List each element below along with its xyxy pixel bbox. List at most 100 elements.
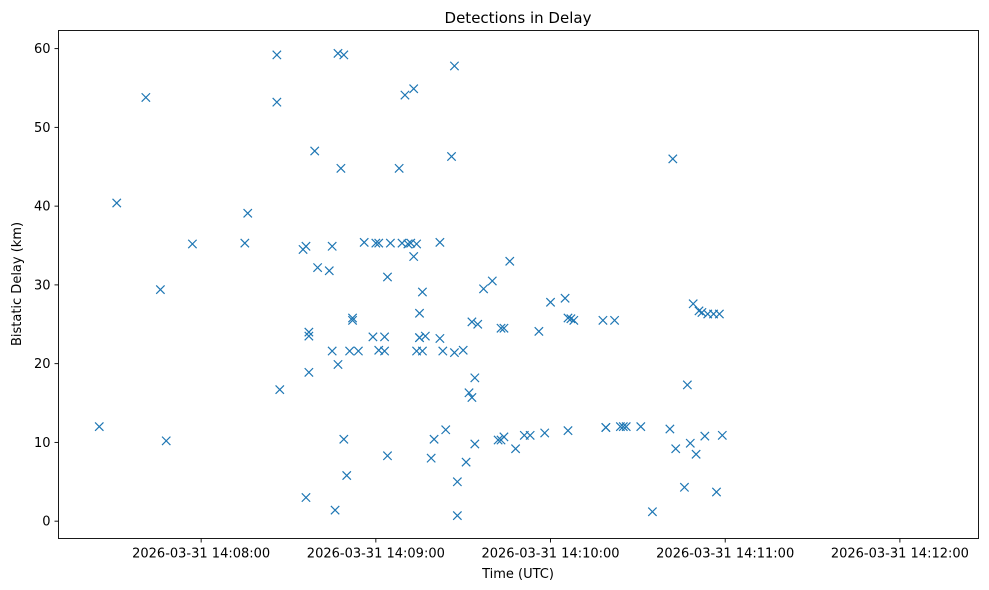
data-point bbox=[694, 306, 704, 316]
data-point bbox=[700, 431, 710, 441]
x-tick-label: 2026-03-31 14:10:00 bbox=[481, 547, 619, 562]
data-point bbox=[464, 388, 474, 398]
data-point bbox=[671, 444, 681, 454]
data-point bbox=[374, 238, 384, 248]
x-tick-label: 2026-03-31 14:11:00 bbox=[656, 547, 794, 562]
y-tick-label: 10 bbox=[34, 436, 51, 451]
data-point bbox=[382, 272, 393, 282]
data-points bbox=[94, 48, 727, 521]
data-point bbox=[345, 346, 355, 356]
data-point bbox=[598, 315, 608, 325]
data-point bbox=[717, 430, 727, 440]
data-point bbox=[333, 359, 343, 370]
data-point bbox=[499, 432, 509, 442]
y-axis-ticks: 0 10 20 30 40 50 60 bbox=[34, 42, 59, 530]
data-point bbox=[327, 346, 337, 356]
data-point bbox=[353, 346, 363, 356]
data-point bbox=[330, 505, 340, 515]
data-point bbox=[647, 507, 658, 517]
x-tick-label: 2026-03-31 14:08:00 bbox=[132, 547, 270, 562]
data-point bbox=[449, 348, 460, 358]
y-tick-label: 40 bbox=[34, 200, 51, 215]
data-point bbox=[272, 50, 282, 60]
data-point bbox=[601, 422, 611, 433]
data-point bbox=[155, 284, 166, 295]
data-point bbox=[339, 434, 349, 444]
data-point bbox=[470, 439, 480, 449]
data-point bbox=[409, 84, 419, 94]
data-point bbox=[493, 435, 503, 445]
data-point bbox=[414, 333, 425, 343]
data-point bbox=[327, 241, 337, 251]
data-point bbox=[243, 208, 253, 218]
data-point bbox=[304, 327, 314, 337]
data-point bbox=[682, 380, 692, 390]
x-axis-label: Time (UTC) bbox=[481, 567, 554, 582]
data-point bbox=[487, 276, 497, 286]
data-point bbox=[435, 237, 445, 247]
data-point bbox=[467, 392, 477, 403]
data-point bbox=[371, 238, 381, 248]
data-point bbox=[525, 430, 535, 440]
data-point bbox=[438, 346, 448, 356]
data-point bbox=[339, 50, 349, 60]
data-point bbox=[385, 238, 396, 248]
data-point bbox=[609, 315, 620, 325]
data-point bbox=[141, 92, 151, 103]
data-point bbox=[161, 436, 171, 446]
data-point bbox=[394, 163, 404, 173]
data-point bbox=[347, 315, 358, 325]
data-point bbox=[400, 90, 410, 100]
data-point bbox=[478, 284, 489, 294]
data-point bbox=[452, 477, 462, 487]
data-point bbox=[467, 317, 477, 327]
data-point bbox=[563, 425, 573, 436]
data-point bbox=[545, 297, 556, 307]
data-point bbox=[94, 422, 104, 432]
data-point bbox=[420, 331, 430, 341]
data-point bbox=[499, 323, 509, 333]
data-point bbox=[310, 146, 320, 156]
data-point bbox=[563, 313, 573, 323]
data-point bbox=[685, 438, 695, 448]
data-point bbox=[711, 487, 722, 497]
data-point bbox=[560, 293, 570, 303]
data-point bbox=[112, 198, 122, 208]
x-tick-label: 2026-03-31 14:12:00 bbox=[831, 547, 969, 562]
data-point bbox=[379, 332, 390, 342]
data-point bbox=[688, 299, 698, 309]
data-point bbox=[458, 345, 468, 355]
data-point bbox=[304, 331, 314, 341]
y-tick-label: 50 bbox=[34, 121, 51, 136]
data-point bbox=[426, 453, 436, 463]
x-axis-ticks: 2026-03-31 14:08:00 2026-03-31 14:09:00 20… bbox=[132, 538, 969, 562]
data-point bbox=[304, 367, 314, 377]
data-point bbox=[417, 346, 428, 356]
data-point bbox=[452, 511, 462, 521]
data-point bbox=[368, 332, 378, 342]
data-point bbox=[301, 241, 311, 251]
data-point bbox=[324, 266, 334, 276]
data-point bbox=[240, 238, 250, 248]
data-point bbox=[461, 457, 471, 467]
y-tick-label: 0 bbox=[42, 515, 50, 530]
data-point bbox=[691, 449, 701, 459]
data-point bbox=[505, 256, 515, 266]
y-tick-label: 30 bbox=[34, 278, 51, 293]
data-point bbox=[441, 425, 451, 435]
chart-title: Detections in Delay bbox=[445, 9, 592, 27]
data-point bbox=[566, 314, 576, 324]
data-point bbox=[333, 48, 343, 58]
data-point bbox=[668, 154, 678, 164]
data-point bbox=[374, 345, 384, 355]
data-point bbox=[417, 287, 428, 297]
data-point bbox=[347, 313, 358, 323]
data-point bbox=[540, 428, 550, 438]
data-point bbox=[496, 323, 506, 333]
data-point bbox=[473, 319, 483, 329]
data-point bbox=[446, 151, 457, 162]
data-point bbox=[449, 61, 460, 71]
data-point bbox=[679, 482, 690, 492]
